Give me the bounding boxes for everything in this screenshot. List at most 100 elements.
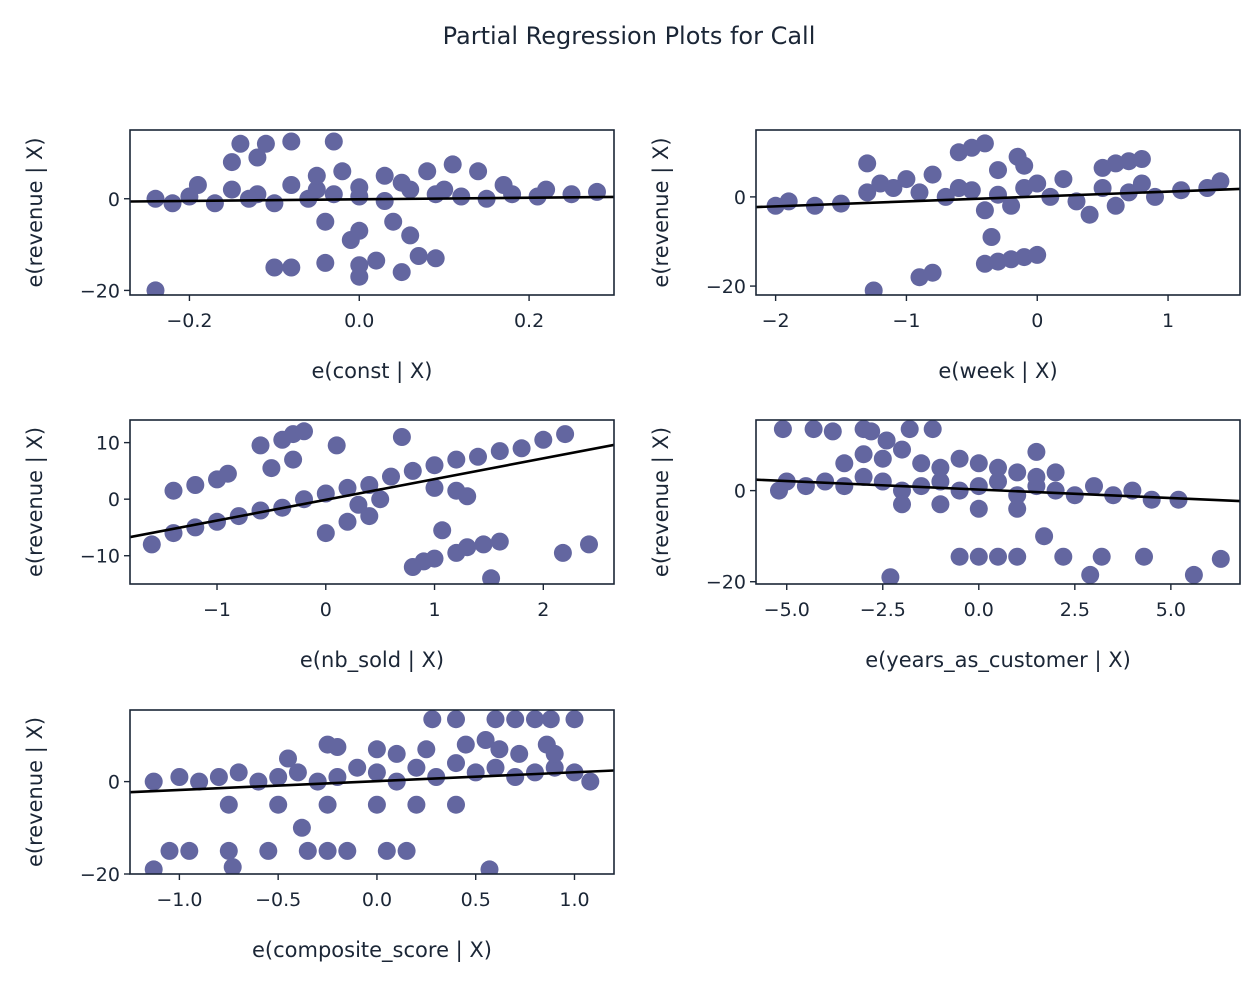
scatter-point bbox=[969, 454, 988, 473]
x-axis-label: e(const | X) bbox=[312, 359, 433, 384]
scatter-point bbox=[950, 449, 969, 468]
scatter-point bbox=[188, 176, 207, 194]
y-tick-label: 0 bbox=[734, 481, 746, 503]
subplot-4: −5.0 −2.5 0.0 2.5 5.0 −20 0 e(years_as_customer… bbox=[649, 419, 1241, 673]
x-axis-label: e(years_as_customer | X) bbox=[865, 648, 1131, 673]
x-tick-label: 0.0 bbox=[362, 889, 392, 911]
scatter-point bbox=[456, 735, 475, 754]
scatter-point bbox=[458, 538, 477, 557]
scatter-point bbox=[333, 162, 352, 181]
scatter-point bbox=[553, 543, 572, 562]
scatter-point bbox=[367, 740, 386, 759]
scatter-point bbox=[1080, 205, 1099, 224]
x-tick-label: −1 bbox=[892, 310, 920, 332]
scatter-point bbox=[367, 251, 386, 270]
subplot-2: −2 −1 0 1 −20 0 e(week | X) e(revenue | X) bbox=[649, 129, 1241, 384]
scatter-point bbox=[282, 176, 301, 194]
scatter-point bbox=[486, 758, 505, 777]
scatter-point bbox=[835, 454, 854, 473]
scatter-point bbox=[474, 535, 493, 554]
scatter-point bbox=[562, 185, 581, 204]
scatter-point bbox=[417, 740, 436, 759]
scatter-point bbox=[1132, 150, 1151, 168]
scatter-point bbox=[218, 464, 237, 483]
scatter-point bbox=[142, 535, 161, 554]
scatter-point bbox=[950, 481, 969, 500]
scatter-point bbox=[425, 549, 444, 568]
scatter-point bbox=[873, 449, 892, 468]
scatter-point bbox=[231, 134, 250, 153]
scatter-point bbox=[1054, 170, 1073, 189]
scatter-point bbox=[447, 754, 465, 773]
scatter-point bbox=[265, 194, 284, 213]
scatter-point bbox=[1106, 196, 1125, 215]
scatter-point bbox=[327, 436, 346, 455]
y-axis-label: e(revenue | X) bbox=[23, 137, 48, 287]
scatter-point bbox=[433, 521, 452, 540]
scatter-point bbox=[308, 772, 327, 791]
scatter-point bbox=[392, 263, 411, 282]
plot-area bbox=[130, 710, 614, 874]
y-tick-label: 0 bbox=[734, 187, 746, 209]
scatter-point bbox=[375, 166, 394, 185]
fit-line bbox=[756, 187, 1240, 209]
scatter-point bbox=[480, 860, 499, 874]
plot-area bbox=[130, 422, 614, 584]
scatter-point bbox=[1184, 565, 1203, 584]
x-tick-label: 0.2 bbox=[514, 310, 544, 332]
scatter-point bbox=[506, 710, 525, 729]
scatter-point bbox=[1008, 147, 1027, 166]
scatter-point bbox=[1046, 481, 1065, 500]
subplot-1: −0.2 0.0 0.2 −20 0 e(const | X) e(revenue | X) bbox=[23, 129, 615, 384]
scatter-point bbox=[526, 763, 544, 782]
scatter-point bbox=[912, 454, 931, 473]
scatter-point bbox=[350, 267, 369, 286]
scatter-point bbox=[931, 495, 950, 514]
scatter-point bbox=[858, 154, 877, 173]
scatter-point bbox=[409, 247, 428, 265]
scatter-point bbox=[360, 507, 379, 526]
scatter-point bbox=[923, 420, 942, 439]
scatter-point bbox=[779, 192, 798, 211]
scatter-point bbox=[146, 189, 165, 208]
x-tick-label: 0.5 bbox=[461, 889, 491, 911]
scatter-point bbox=[1002, 196, 1021, 215]
scatter-point bbox=[823, 422, 842, 441]
fit-line bbox=[130, 769, 614, 794]
scatter-point bbox=[269, 795, 288, 814]
scatter-point bbox=[490, 740, 509, 759]
scatter-point bbox=[1132, 174, 1151, 193]
scatter-point bbox=[377, 841, 396, 860]
scatter-point bbox=[186, 476, 205, 494]
x-tick-label: 1.0 bbox=[559, 889, 589, 911]
scatter-point bbox=[382, 467, 400, 486]
scatter-point bbox=[186, 518, 205, 537]
scatter-point bbox=[318, 841, 337, 860]
scatter-point bbox=[407, 795, 426, 814]
scatter-point bbox=[251, 436, 270, 455]
scatter-point bbox=[219, 841, 238, 860]
scatter-point bbox=[229, 763, 248, 782]
scatter-point bbox=[1027, 467, 1046, 486]
scatter-point bbox=[923, 263, 942, 282]
scatter-point bbox=[897, 170, 916, 189]
scatter-point bbox=[338, 512, 357, 531]
scatter-point bbox=[292, 818, 311, 837]
scatter-point bbox=[510, 744, 529, 763]
fit-line bbox=[756, 478, 1240, 503]
scatter-point bbox=[397, 841, 416, 860]
scatter-point bbox=[262, 459, 281, 478]
scatter-point bbox=[545, 744, 564, 763]
scatter-point bbox=[269, 768, 288, 786]
scatter-point bbox=[248, 148, 267, 167]
scatter-point bbox=[251, 501, 270, 520]
scatter-point bbox=[931, 472, 950, 491]
scatter-point bbox=[447, 710, 465, 729]
y-tick-label: −20 bbox=[80, 280, 120, 302]
axes-frame bbox=[129, 129, 615, 296]
scatter-point bbox=[259, 841, 278, 860]
scatter-point bbox=[466, 763, 485, 782]
scatter-point bbox=[338, 478, 357, 497]
plot-area bbox=[130, 132, 614, 295]
scatter-point bbox=[298, 841, 317, 860]
